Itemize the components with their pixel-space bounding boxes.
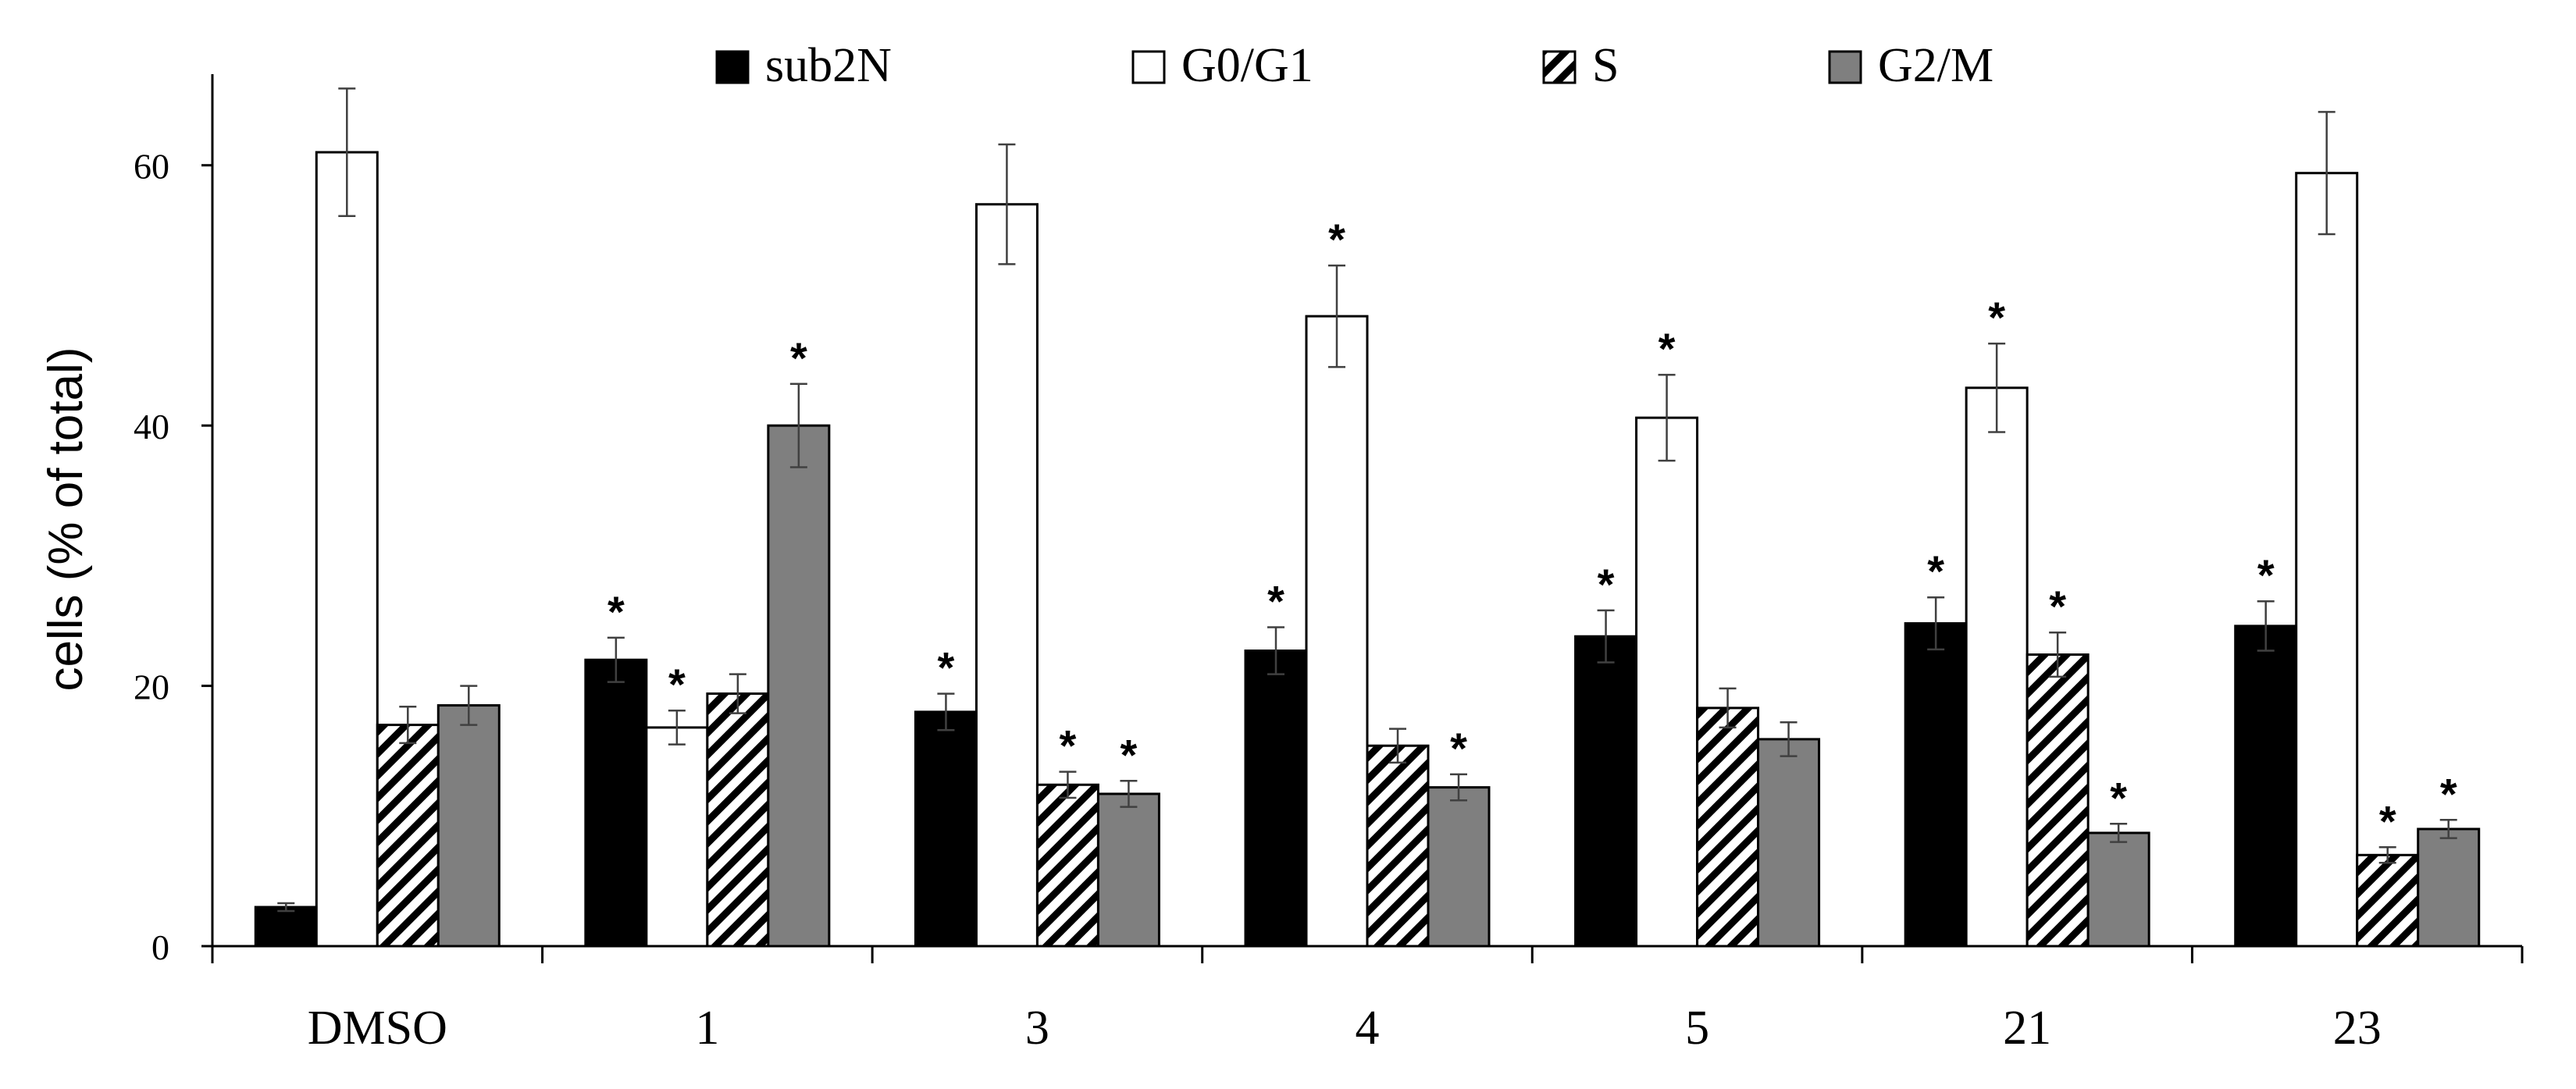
x-tick-label: DMSO — [308, 1002, 447, 1055]
significance-star: * — [607, 587, 625, 636]
bar-G0G1-5 — [1635, 416, 1699, 948]
bar-G0G1-DMSO — [315, 151, 379, 948]
x-tick-label: 1 — [695, 1002, 719, 1055]
significance-star: * — [2110, 773, 2127, 822]
bar-sub2N-3 — [914, 710, 978, 948]
bar-G2M-5 — [1757, 738, 1821, 948]
significance-star: * — [1121, 730, 1138, 779]
significance-star: * — [1927, 546, 1944, 596]
legend-label-G2M: G2/M — [1878, 39, 1993, 92]
x-tick-label: 21 — [2003, 1002, 2051, 1055]
bar-G0G1-3 — [974, 203, 1039, 948]
bar-G0G1-1 — [645, 726, 709, 948]
bar-G2M-23 — [2417, 827, 2481, 948]
y-tick-label: 0 — [151, 927, 169, 967]
legend-label-sub2N: sub2N — [765, 39, 892, 92]
bar-G2M-3 — [1096, 792, 1160, 948]
bar-G2M-1 — [767, 424, 831, 948]
significance-star: * — [2257, 550, 2275, 600]
y-tick-label: 20 — [134, 667, 169, 707]
significance-star: * — [938, 643, 955, 692]
x-tick-label: 5 — [1685, 1002, 1709, 1055]
significance-star: * — [1659, 324, 1676, 373]
legend-swatch-G0G1 — [1131, 50, 1166, 84]
y-tick-label: 60 — [134, 147, 169, 187]
bar-sub2N-4 — [1244, 649, 1308, 948]
bar-sub2N-1 — [584, 658, 648, 948]
legend-label-S: S — [1592, 39, 1619, 92]
significance-star: * — [668, 660, 686, 709]
bar-S-5 — [1696, 706, 1760, 948]
bar-S-DMSO — [376, 724, 440, 948]
bar-G2M-DMSO — [436, 704, 501, 948]
significance-star: * — [2440, 769, 2457, 818]
x-tick-label: 3 — [1025, 1002, 1049, 1055]
legend: sub2N G0/G1 S G2/M — [715, 39, 1993, 92]
legend-label-G0G1: G0/G1 — [1181, 39, 1313, 92]
legend-swatch-sub2N — [715, 50, 750, 84]
bar-S-21 — [2026, 653, 2090, 948]
y-tick-label: 40 — [134, 407, 169, 447]
bar-sub2N-23 — [2234, 625, 2298, 948]
bars-group: * * * * * * * * * * * * * * * * * * — [254, 87, 2481, 948]
bar-G0G1-21 — [1965, 386, 2029, 948]
significance-star: * — [1267, 577, 1284, 626]
legend-swatch-G2M — [1828, 50, 1862, 84]
bar-G2M-4 — [1427, 786, 1491, 948]
significance-star: * — [1328, 215, 1345, 264]
bar-sub2N-DMSO — [254, 906, 318, 948]
legend-swatch-S — [1542, 50, 1577, 84]
significance-star: * — [2379, 796, 2396, 845]
y-axis-label: cells (% of total) — [39, 347, 93, 691]
significance-star: * — [2049, 582, 2066, 631]
bar-S-3 — [1035, 783, 1099, 948]
significance-star: * — [1598, 560, 1615, 609]
bar-G0G1-23 — [2295, 172, 2359, 948]
significance-star: * — [1060, 721, 1077, 770]
bar-G0G1-4 — [1305, 315, 1369, 948]
significance-star: * — [1988, 293, 2005, 342]
bar-S-1 — [706, 692, 770, 948]
significance-star: * — [790, 333, 807, 383]
x-tick-label: 23 — [2333, 1002, 2382, 1055]
bar-S-23 — [2356, 853, 2420, 948]
x-tick-label: 4 — [1356, 1002, 1380, 1055]
bar-S-4 — [1366, 744, 1430, 948]
bar-G2M-21 — [2086, 831, 2150, 948]
significance-star: * — [1450, 724, 1467, 773]
bar-sub2N-21 — [1904, 622, 1968, 948]
bar-sub2N-5 — [1574, 635, 1638, 948]
